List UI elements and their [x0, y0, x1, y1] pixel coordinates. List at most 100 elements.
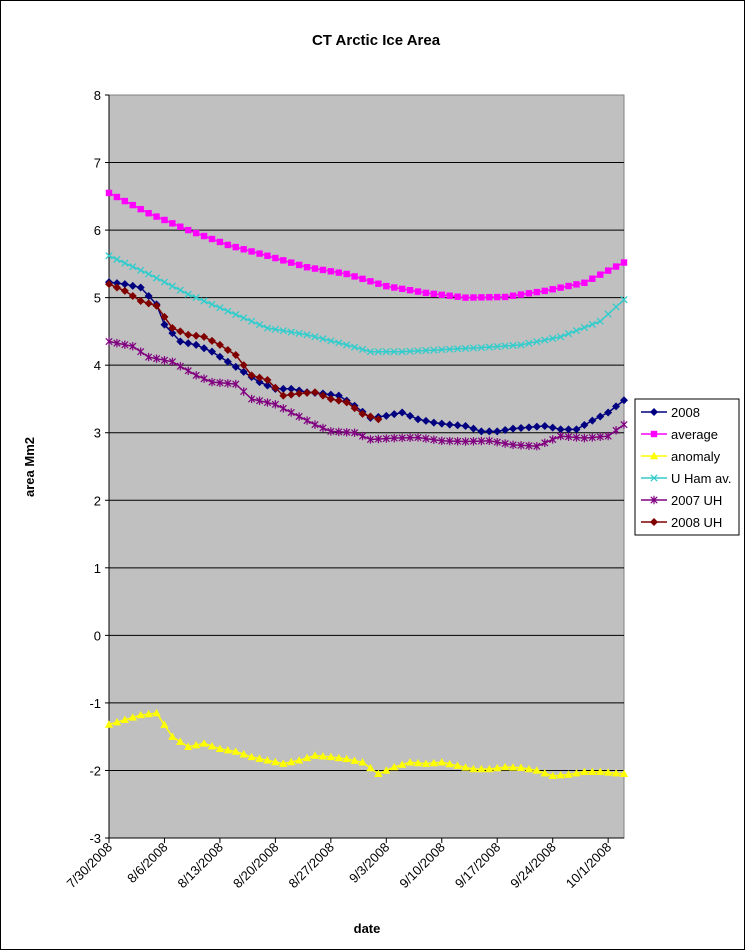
series-anomaly — [104, 708, 629, 780]
legend-label: 2008 — [671, 405, 700, 420]
data-point — [168, 329, 177, 338]
data-point — [184, 742, 193, 751]
data-point — [224, 241, 232, 249]
data-point — [224, 307, 232, 315]
data-point — [161, 216, 168, 224]
data-point — [319, 266, 327, 274]
data-point — [414, 347, 422, 355]
data-point — [509, 440, 517, 450]
data-point — [160, 312, 169, 321]
y-tick-label: 5 — [94, 291, 101, 306]
data-point — [311, 265, 319, 272]
data-point — [620, 396, 628, 405]
data-point — [580, 420, 589, 429]
data-point — [366, 412, 375, 421]
data-point — [565, 282, 572, 290]
legend-swatch-marker — [650, 518, 658, 526]
data-point — [430, 435, 438, 444]
plot-area — [108, 94, 625, 839]
y-tick-label: 3 — [94, 426, 101, 441]
data-point — [326, 752, 336, 761]
x-tick-label: 8/13/2008 — [175, 840, 227, 892]
data-point — [152, 708, 161, 717]
data-point — [564, 425, 573, 434]
data-point — [334, 391, 343, 400]
data-point — [113, 338, 121, 348]
data-point — [120, 286, 129, 295]
data-point — [279, 404, 287, 413]
gridlines — [109, 162, 624, 771]
data-point — [343, 341, 351, 349]
data-point — [421, 759, 431, 767]
y-axis-title: area Mm2 — [22, 437, 37, 497]
data-point — [611, 768, 621, 777]
data-point — [501, 342, 509, 350]
data-point — [223, 745, 233, 754]
data-point — [572, 433, 581, 442]
y-tick-label: 4 — [94, 358, 101, 373]
data-point — [335, 269, 342, 276]
data-point — [200, 232, 208, 240]
data-point — [240, 387, 248, 396]
data-point — [303, 264, 311, 271]
data-point — [406, 433, 414, 442]
data-point — [255, 396, 264, 405]
data-point — [453, 421, 462, 430]
data-point — [215, 744, 225, 753]
data-point — [255, 754, 264, 762]
data-point — [390, 348, 398, 356]
data-point — [446, 436, 454, 446]
data-point — [303, 331, 311, 339]
data-point — [430, 346, 438, 354]
data-point — [184, 366, 192, 376]
data-point — [453, 761, 462, 769]
x-tick-label: 9/3/2008 — [346, 840, 392, 886]
data-point — [359, 275, 366, 283]
data-point — [287, 384, 296, 393]
data-point — [200, 374, 208, 383]
data-point — [294, 756, 304, 764]
data-point — [461, 344, 470, 353]
data-point — [129, 263, 137, 271]
data-point — [485, 436, 493, 446]
data-point — [184, 330, 193, 339]
data-point — [311, 420, 319, 429]
series-layer — [104, 189, 629, 780]
legend-label: 2008 UH — [671, 515, 722, 530]
data-point — [469, 764, 478, 773]
data-point — [200, 332, 209, 341]
data-point — [358, 345, 367, 354]
data-point — [596, 317, 604, 325]
data-point — [152, 354, 161, 363]
data-point — [255, 378, 264, 387]
data-point — [121, 259, 129, 267]
y-tick-label: 7 — [94, 156, 101, 171]
data-point — [509, 341, 517, 350]
data-point — [208, 235, 216, 243]
data-point — [461, 763, 470, 771]
data-point — [422, 434, 430, 443]
x-tick-label: 10/1/2008 — [563, 840, 615, 892]
data-point — [318, 752, 328, 760]
data-point — [501, 426, 510, 435]
data-point — [366, 348, 375, 356]
data-point — [295, 261, 303, 269]
data-point — [572, 326, 581, 335]
data-point — [319, 335, 327, 343]
data-point — [288, 259, 295, 266]
data-point — [375, 280, 382, 287]
data-point — [239, 361, 248, 370]
data-point — [556, 425, 565, 434]
data-point — [429, 758, 439, 767]
data-point — [405, 758, 415, 766]
data-point — [620, 420, 628, 429]
series-2008-uh — [105, 280, 383, 424]
y-tick-label: 0 — [94, 628, 101, 643]
data-point — [508, 763, 518, 771]
data-point — [564, 432, 573, 441]
data-point — [208, 336, 216, 345]
data-point — [445, 420, 454, 429]
data-point — [144, 270, 153, 278]
data-point — [255, 320, 264, 329]
data-point — [215, 340, 224, 349]
